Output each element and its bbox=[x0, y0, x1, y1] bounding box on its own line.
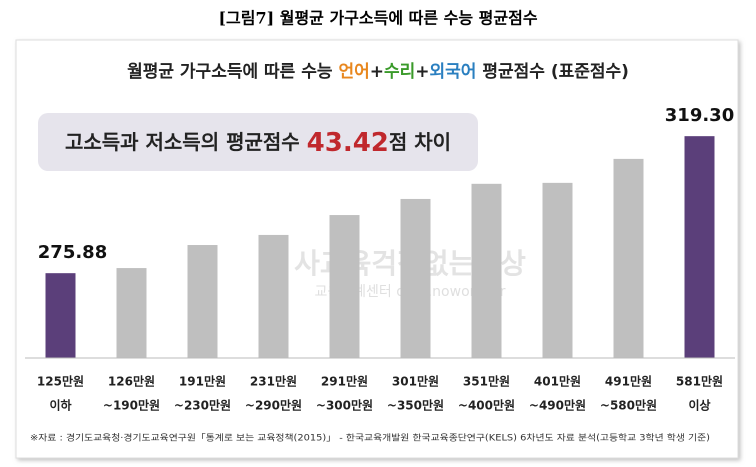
x-tick-label: 125만원 bbox=[37, 374, 84, 389]
bar bbox=[116, 268, 147, 358]
bar bbox=[45, 273, 76, 358]
x-tick-label: ~490만원 bbox=[529, 398, 586, 413]
x-tick-label: ~300만원 bbox=[316, 398, 373, 413]
annotation-box bbox=[38, 113, 478, 171]
bar bbox=[258, 234, 289, 358]
annotation-part: 43.42 bbox=[307, 128, 389, 158]
title-part: 언어 bbox=[338, 62, 369, 82]
title-part: 외국어 bbox=[430, 62, 477, 82]
x-tick-label: 이상 bbox=[688, 398, 710, 413]
x-tick-label: 126만원 bbox=[108, 374, 155, 389]
x-tick-label: ~290만원 bbox=[245, 398, 302, 413]
value-label: 319.30 bbox=[665, 105, 734, 126]
bar bbox=[187, 245, 218, 358]
x-tick-label: 231만원 bbox=[250, 374, 297, 389]
x-tick-label: 351만원 bbox=[463, 374, 510, 389]
value-label: 275.88 bbox=[38, 242, 107, 263]
source-note: ※자료 : 경기도교육청·경기도교육연구원「통계로 보는 교육정책(2015)」… bbox=[30, 432, 710, 444]
bar bbox=[613, 158, 644, 358]
annotation: 고소득과 저소득의 평균점수 43.42점 차이 bbox=[65, 128, 451, 158]
x-tick-label: 291만원 bbox=[321, 374, 368, 389]
x-tick-label: 191만원 bbox=[179, 374, 226, 389]
x-tick-label: 401만원 bbox=[534, 374, 581, 389]
title-part: 수리 bbox=[384, 62, 415, 82]
bar bbox=[329, 215, 360, 358]
x-tick-label: ~350만원 bbox=[387, 398, 444, 413]
annotation-part: 점 차이 bbox=[389, 130, 451, 154]
bar bbox=[684, 136, 715, 358]
x-tick-label: ~230만원 bbox=[174, 398, 231, 413]
bar bbox=[542, 182, 573, 358]
title-part: 월평균 가구소득에 따른 수능 bbox=[127, 62, 338, 82]
x-tick-label: 491만원 bbox=[605, 374, 652, 389]
title-part: 평균점수 (표준점수) bbox=[476, 62, 629, 82]
x-tick-label: 이하 bbox=[49, 398, 71, 413]
chart-title: 월평균 가구소득에 따른 수능 언어+수리+외국어 평균점수 (표준점수) bbox=[127, 62, 629, 82]
x-tick-label: 581만원 bbox=[676, 374, 723, 389]
x-tick-label: ~190만원 bbox=[103, 398, 160, 413]
annotation-part: 고소득과 저소득의 평균점수 bbox=[65, 130, 307, 154]
bar bbox=[471, 183, 502, 358]
bar bbox=[400, 198, 431, 358]
x-tick-label: ~400만원 bbox=[458, 398, 515, 413]
title-part: + bbox=[370, 62, 384, 82]
x-tick-label: ~580만원 bbox=[600, 398, 657, 413]
title-part: + bbox=[415, 62, 429, 82]
x-tick-label: 301만원 bbox=[392, 374, 439, 389]
caption: [그림7] 월평균 가구소득에 따른 수능 평균점수 bbox=[218, 9, 537, 28]
